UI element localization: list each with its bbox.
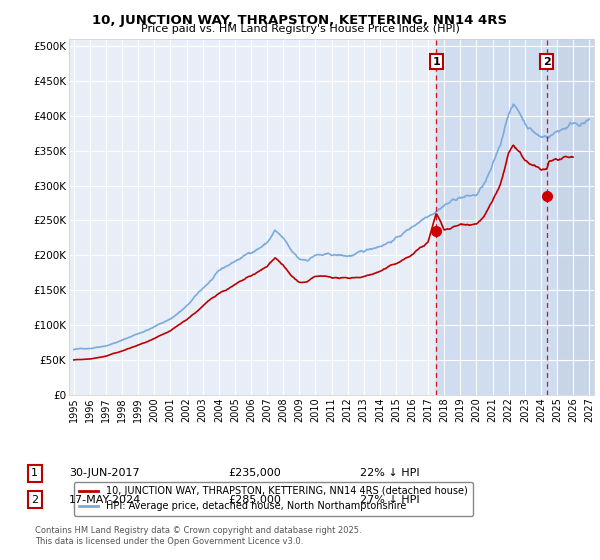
Text: Contains HM Land Registry data © Crown copyright and database right 2025.
This d: Contains HM Land Registry data © Crown c… <box>35 526 361 546</box>
Text: 2: 2 <box>31 494 38 505</box>
Text: 10, JUNCTION WAY, THRAPSTON, KETTERING, NN14 4RS: 10, JUNCTION WAY, THRAPSTON, KETTERING, … <box>92 14 508 27</box>
Text: 1: 1 <box>31 468 38 478</box>
Text: 2: 2 <box>543 57 551 67</box>
Bar <box>557 39 594 395</box>
Legend: 10, JUNCTION WAY, THRAPSTON, KETTERING, NN14 4RS (detached house), HPI: Average : 10, JUNCTION WAY, THRAPSTON, KETTERING, … <box>74 482 473 516</box>
Text: 27% ↓ HPI: 27% ↓ HPI <box>360 494 419 505</box>
Text: 17-MAY-2024: 17-MAY-2024 <box>69 494 141 505</box>
Text: Price paid vs. HM Land Registry's House Price Index (HPI): Price paid vs. HM Land Registry's House … <box>140 24 460 34</box>
Text: £285,000: £285,000 <box>228 494 281 505</box>
Text: 30-JUN-2017: 30-JUN-2017 <box>69 468 140 478</box>
Text: £235,000: £235,000 <box>228 468 281 478</box>
Text: 1: 1 <box>433 57 440 67</box>
Bar <box>436 39 594 395</box>
Text: 22% ↓ HPI: 22% ↓ HPI <box>360 468 419 478</box>
